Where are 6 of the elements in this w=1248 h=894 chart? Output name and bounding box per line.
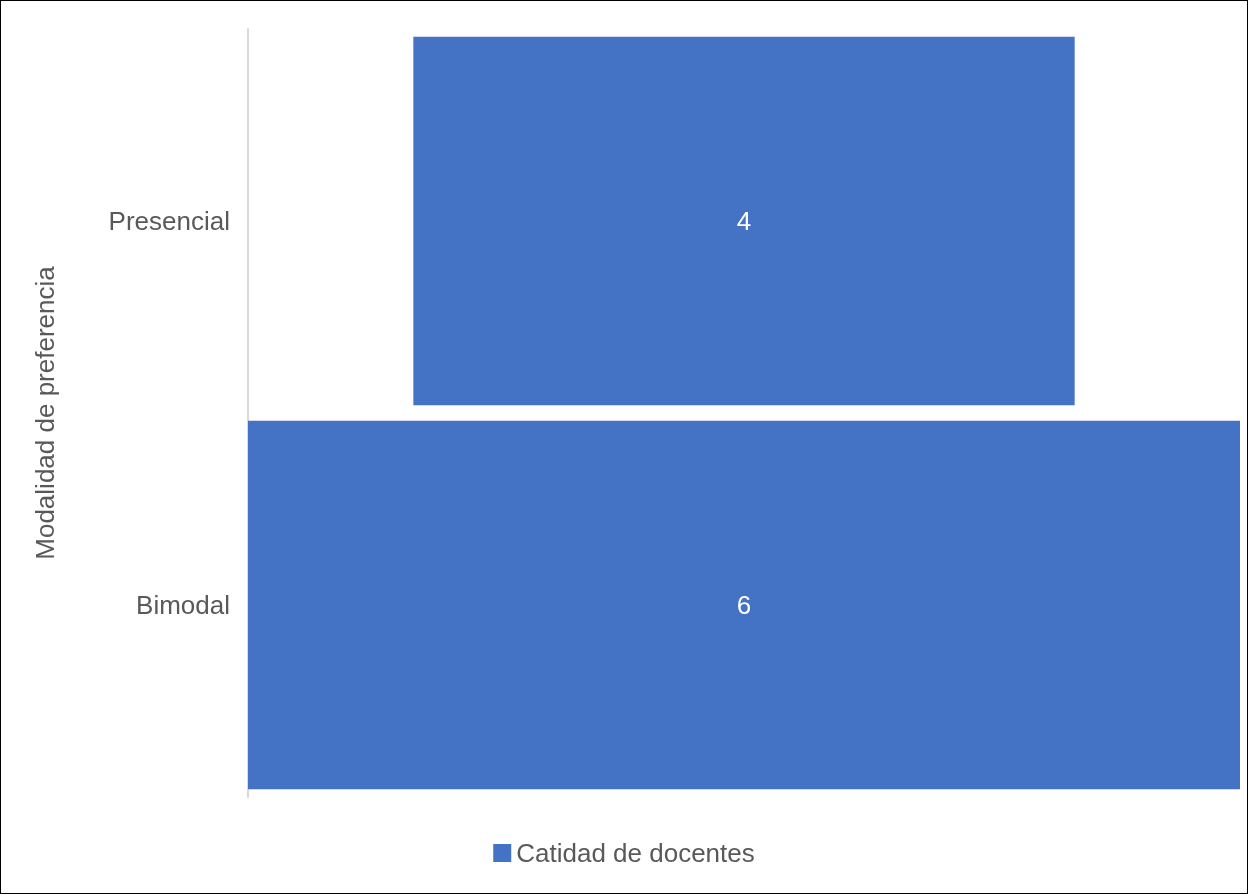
text: Modalidad de preferencia: [30, 265, 60, 560]
data-label: 4: [736, 206, 752, 236]
category-label: Presencial: [108, 206, 230, 236]
data-label: 6: [736, 590, 752, 620]
category-label: Bimodal: [136, 590, 230, 620]
legend-label: Catidad de docentes: [516, 838, 755, 868]
